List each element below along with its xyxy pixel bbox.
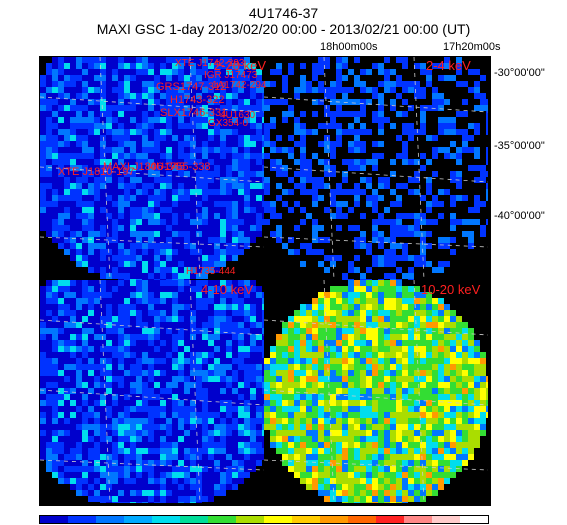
color-scale-step: [376, 516, 404, 523]
source-label: 4U1630: [220, 110, 256, 121]
ra-tick-label: 17h20m00s: [443, 41, 501, 53]
color-scale-step: [208, 516, 236, 523]
source-label: 1A1742-294: [212, 80, 267, 91]
color-scale-step: [40, 516, 68, 523]
source-label: H1743-322: [170, 94, 225, 106]
source-label: XTE J1810-197: [58, 166, 135, 178]
color-scale-step: [404, 516, 432, 523]
color-scale-step: [124, 516, 152, 523]
panel-2-4kev: [264, 57, 488, 280]
source-label: GRS1747-312: [156, 81, 227, 93]
dec-tick-label: -30°00'00": [494, 67, 545, 79]
color-scale-step: [152, 516, 180, 523]
band-label-10-20: 10-20 keV: [421, 282, 481, 297]
source-label: IGR J17473: [204, 70, 258, 81]
source-title: 4U1746-37: [248, 5, 319, 21]
ra-tick-label: 18h00m00s: [320, 41, 378, 53]
source-label: H1735-444: [186, 266, 236, 277]
source-label: XTE J1742-293: [175, 58, 245, 69]
dec-tick-label: -35°00'00": [494, 140, 545, 152]
source-label: MAXI J1806-345: [103, 161, 185, 173]
color-scale-step: [460, 516, 488, 523]
color-scale-step: [96, 516, 124, 523]
source-label: SLX1746-331: [160, 107, 228, 119]
panel-4-10kev: [40, 280, 264, 503]
color-scale-step: [292, 516, 320, 523]
color-scale-step: [348, 516, 376, 523]
color-scale-bar: [39, 515, 489, 524]
color-scale-step: [432, 516, 460, 523]
color-scale-step: [264, 516, 292, 523]
color-scale-step: [180, 516, 208, 523]
color-scale-step: [68, 516, 96, 523]
band-label-2-20: 2-20 keV: [214, 58, 267, 73]
band-label-4-10: 4-10 keV: [201, 282, 254, 297]
band-label-2-4: 2-4 keV: [426, 58, 471, 73]
source-label: 4U1755-338: [150, 161, 211, 173]
source-label: GX354-0: [208, 118, 249, 129]
observation-subtitle: MAXI GSC 1-day 2013/02/20 00:00 - 2013/0…: [96, 21, 471, 37]
color-scale-step: [236, 516, 264, 523]
dec-tick-label: -40°00'00": [494, 210, 545, 222]
panel-2-20kev: [40, 57, 264, 280]
color-scale-step: [320, 516, 348, 523]
panel-10-20kev: [264, 280, 488, 503]
